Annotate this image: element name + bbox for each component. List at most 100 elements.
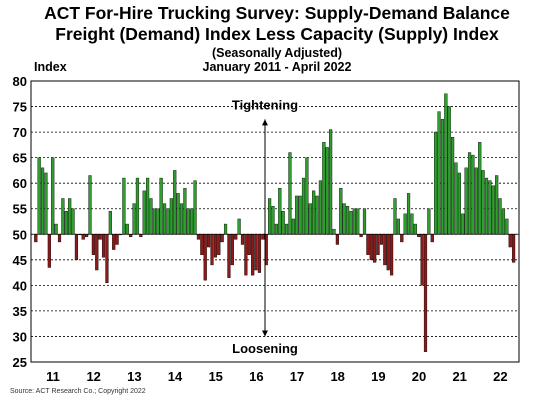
- bar: [54, 223, 58, 235]
- bar: [247, 234, 251, 255]
- bar: [217, 234, 221, 255]
- bar: [403, 213, 407, 235]
- bar: [230, 234, 234, 266]
- bar: [173, 170, 177, 235]
- bar: [193, 180, 197, 235]
- bar: [169, 198, 173, 235]
- y-tick-label: 45: [13, 253, 27, 268]
- bar: [508, 234, 512, 248]
- bar: [125, 223, 129, 235]
- y-tick-label: 70: [13, 125, 27, 140]
- bar: [362, 208, 367, 235]
- bar: [474, 167, 478, 235]
- bar: [51, 157, 55, 235]
- bar: [98, 234, 102, 240]
- bar: [146, 177, 150, 235]
- x-tick-label: 22: [493, 369, 507, 384]
- y-tick-label: 55: [13, 202, 27, 217]
- bar: [478, 142, 482, 235]
- bar: [349, 211, 353, 235]
- bar: [373, 234, 377, 263]
- annotation-tightening: Tightening: [232, 98, 298, 113]
- bar: [312, 190, 316, 235]
- x-tick-label: 20: [412, 369, 426, 384]
- bar-series: [31, 93, 519, 352]
- y-tick-label: 65: [13, 151, 27, 166]
- y-tick-labels: 25 30 35 40 45 50 55 60 65 70 75 80: [13, 74, 27, 370]
- bar: [437, 111, 441, 235]
- bar: [308, 203, 312, 235]
- bar: [383, 234, 387, 266]
- y-tick-label: 25: [13, 355, 27, 370]
- bar: [162, 203, 167, 235]
- bar: [81, 234, 85, 240]
- bar: [495, 175, 499, 235]
- bar: [132, 203, 136, 235]
- bar: [278, 188, 282, 235]
- bar: [352, 208, 356, 235]
- bar: [345, 205, 350, 235]
- bar: [203, 234, 207, 281]
- x-tick-label: 17: [290, 369, 304, 384]
- chart-subtitle: Freight (Demand) Index Less Capacity (Su…: [55, 24, 499, 44]
- bar: [464, 167, 468, 235]
- bar: [207, 234, 211, 248]
- bar: [257, 234, 262, 273]
- bar: [406, 193, 411, 235]
- bar: [37, 157, 41, 235]
- bar: [400, 234, 404, 243]
- bar: [301, 177, 306, 235]
- bar: [420, 234, 424, 286]
- bar: [322, 142, 326, 235]
- bar: [305, 157, 309, 235]
- y-tick-label: 60: [13, 176, 27, 191]
- bar: [329, 129, 333, 235]
- bar: [501, 208, 506, 235]
- x-tick-label: 12: [86, 369, 100, 384]
- bar: [451, 136, 455, 235]
- bar: [274, 223, 278, 235]
- bar: [379, 234, 384, 245]
- bar: [142, 190, 146, 235]
- y-tick-label: 75: [13, 100, 27, 115]
- bar: [135, 177, 140, 235]
- bar: [454, 162, 458, 235]
- bar: [34, 234, 38, 243]
- bar: [342, 203, 346, 235]
- y-tick-label: 35: [13, 304, 27, 319]
- bar: [390, 234, 394, 276]
- bar: [240, 234, 245, 245]
- bar: [149, 198, 153, 235]
- bar: [291, 218, 295, 235]
- plot-border: [30, 80, 520, 363]
- y-tick-label: 30: [13, 329, 27, 344]
- bar: [112, 234, 116, 250]
- x-tick-label: 15: [208, 369, 222, 384]
- bar: [298, 195, 302, 235]
- bar: [271, 205, 275, 235]
- bar: [210, 234, 214, 266]
- bar: [223, 223, 228, 235]
- bar: [369, 234, 373, 261]
- bar: [220, 234, 224, 243]
- x-tick-label: 11: [46, 369, 60, 384]
- bar: [318, 180, 323, 235]
- bar: [183, 188, 187, 235]
- bar: [295, 195, 299, 235]
- bar: [244, 234, 248, 276]
- x-tick-label: 18: [330, 369, 344, 384]
- y-tick-label: 40: [13, 278, 27, 293]
- bar: [57, 234, 62, 243]
- bar: [159, 177, 163, 235]
- chart-period: January 2011 - April 2022: [202, 60, 352, 74]
- bar: [440, 119, 445, 235]
- bar: [251, 234, 255, 276]
- bar: [40, 167, 45, 235]
- bar: [68, 198, 72, 235]
- bar: [47, 234, 51, 268]
- bar: [115, 234, 119, 245]
- bar: [156, 208, 160, 235]
- bar: [484, 177, 489, 235]
- bar: [261, 234, 265, 240]
- x-tick-label: 21: [452, 369, 466, 384]
